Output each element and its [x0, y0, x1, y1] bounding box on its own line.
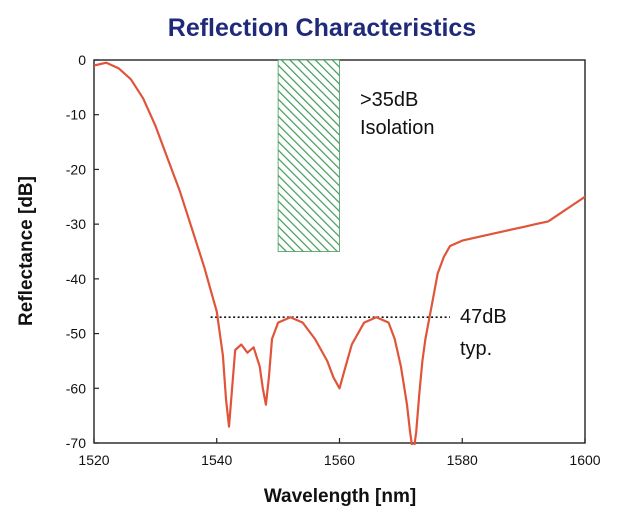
y-tick-label: -70: [66, 435, 86, 451]
x-tick-label: 1600: [569, 452, 600, 468]
y-tick-label: 0: [78, 52, 86, 68]
typical-annotation-line2: typ.: [460, 338, 492, 360]
isolation-annotation-line2: Isolation: [360, 117, 435, 139]
x-tick-label: 1560: [324, 452, 355, 468]
x-tick-label: 1520: [78, 452, 109, 468]
y-tick-label: -30: [66, 216, 86, 232]
y-tick-label: -40: [66, 271, 86, 287]
y-tick-label: -10: [66, 107, 86, 123]
y-tick-label: -60: [66, 380, 86, 396]
y-axis-label: Reflectance [dB]: [16, 176, 37, 326]
typical-annotation-line1: 47dB: [460, 306, 507, 328]
chart-title: Reflection Characteristics: [168, 14, 476, 42]
isolation-annotation-line1: >35dB: [360, 89, 418, 111]
isolation-band: [277, 59, 340, 252]
x-tick-label: 1540: [201, 452, 232, 468]
y-tick-label: -50: [66, 326, 86, 342]
reflectance-line-0: [94, 61, 585, 445]
x-tick-label: 1580: [447, 452, 478, 468]
y-tick-label: -20: [66, 161, 86, 177]
x-axis-label: Wavelength [nm]: [264, 486, 416, 507]
